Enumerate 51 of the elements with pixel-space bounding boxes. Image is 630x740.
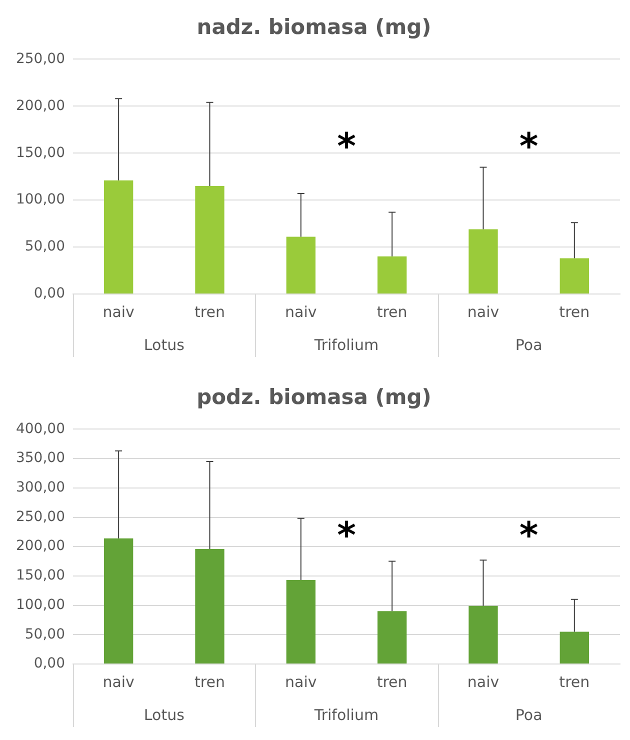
text: Poa bbox=[515, 336, 542, 354]
bar bbox=[286, 236, 316, 294]
y-tick-label: 50,00 bbox=[24, 238, 65, 255]
x-tick-label: tren bbox=[559, 672, 590, 691]
y-tick-label: 250,00 bbox=[16, 50, 65, 67]
y-tick-label: 0,00 bbox=[34, 656, 65, 672]
bar bbox=[560, 258, 590, 294]
y-tick-label: 300,00 bbox=[16, 480, 65, 496]
y-tick-label: 400,00 bbox=[16, 420, 65, 437]
y-tick-label: 200,00 bbox=[16, 98, 65, 114]
y-tick-label: 50,00 bbox=[24, 626, 65, 642]
y-tick-label: 0,00 bbox=[34, 286, 65, 302]
text: Lotus bbox=[144, 706, 185, 724]
y-tick-label: 200,00 bbox=[16, 538, 65, 554]
bar bbox=[195, 548, 224, 664]
bar bbox=[377, 611, 407, 664]
bar bbox=[468, 229, 498, 294]
x-tick-label: naiv bbox=[285, 672, 317, 691]
text: Poa bbox=[515, 706, 542, 724]
y-tick-label: 350,00 bbox=[16, 450, 65, 466]
x-tick-label: tren bbox=[194, 672, 225, 691]
text: Trifolium bbox=[313, 706, 379, 724]
annotation: * bbox=[337, 516, 356, 557]
y-tick-label: 250,00 bbox=[16, 508, 65, 525]
y-tick-label: 100,00 bbox=[16, 596, 65, 613]
y-tick-label: 150,00 bbox=[16, 144, 65, 161]
annotation: * bbox=[337, 126, 356, 168]
annotation: * bbox=[519, 126, 538, 168]
x-tick-label: tren bbox=[194, 302, 225, 321]
bar bbox=[104, 180, 134, 294]
chart-title: nadz. biomasa (mg) bbox=[196, 15, 432, 40]
bar bbox=[286, 580, 316, 664]
x-tick-label: tren bbox=[559, 302, 590, 321]
bar bbox=[104, 538, 134, 664]
y-tick-label: 150,00 bbox=[16, 568, 65, 584]
x-tick-label: tren bbox=[376, 672, 408, 691]
x-tick-label: naiv bbox=[102, 672, 135, 691]
annotation: * bbox=[519, 516, 538, 557]
x-tick-label: naiv bbox=[467, 302, 500, 321]
text: Trifolium bbox=[313, 336, 379, 354]
bar bbox=[195, 186, 224, 294]
x-tick-label: naiv bbox=[285, 302, 317, 321]
bar bbox=[560, 632, 590, 664]
x-tick-label: naiv bbox=[467, 672, 500, 691]
bar bbox=[468, 606, 498, 664]
chart-title: podz. biomasa (mg) bbox=[196, 385, 432, 410]
text: Lotus bbox=[144, 336, 185, 354]
x-tick-label: tren bbox=[376, 302, 408, 321]
bar bbox=[377, 256, 407, 294]
x-tick-label: naiv bbox=[102, 302, 135, 321]
y-tick-label: 100,00 bbox=[16, 192, 65, 208]
